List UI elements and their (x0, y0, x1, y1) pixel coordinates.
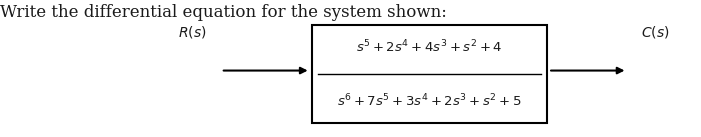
FancyBboxPatch shape (312, 25, 547, 123)
Text: $C(s)$: $C(s)$ (641, 24, 670, 39)
Text: $s^6+7s^5+3s^4+2s^3+s^2+5$: $s^6+7s^5+3s^4+2s^3+s^2+5$ (337, 93, 522, 110)
Text: $R(s)$: $R(s)$ (178, 24, 207, 39)
Text: $s^5+2s^4+4s^3+s^2+4$: $s^5+2s^4+4s^3+s^2+4$ (356, 38, 503, 55)
Text: Write the differential equation for the system shown:: Write the differential equation for the … (0, 4, 447, 21)
